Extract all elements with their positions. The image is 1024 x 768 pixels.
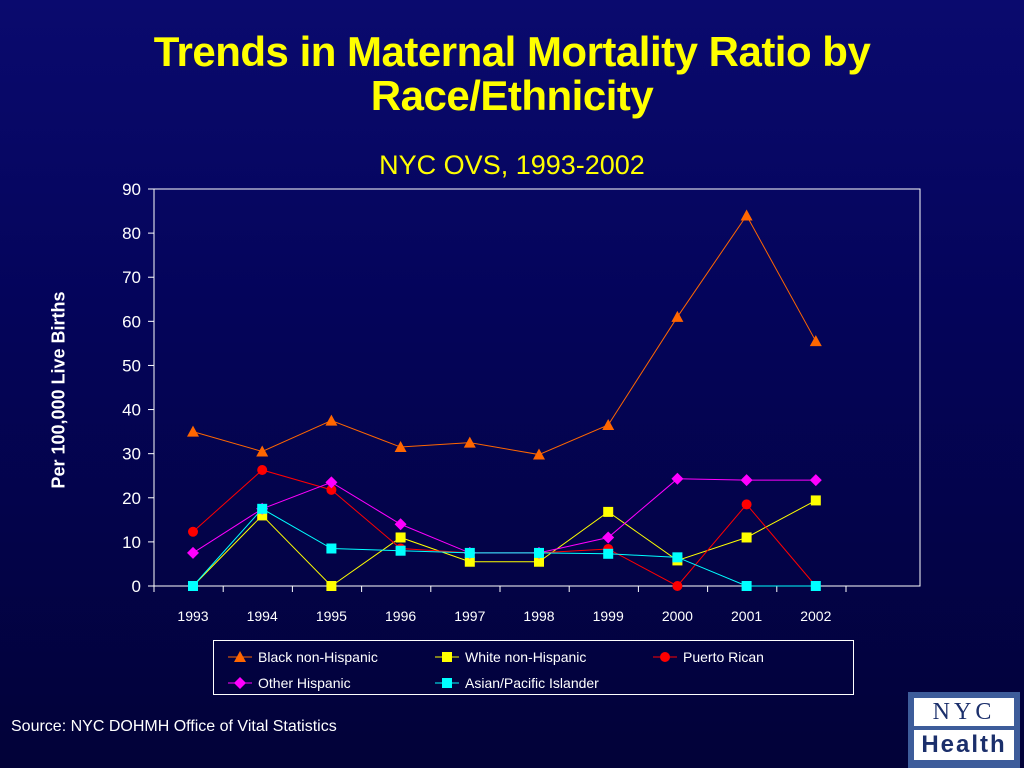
x-tick-label: 2001 xyxy=(731,608,762,624)
data-point-black-non-hispanic xyxy=(463,436,476,448)
data-point-black-non-hispanic xyxy=(740,209,753,221)
y-tick-label: 40 xyxy=(122,401,141,420)
y-tick-label: 20 xyxy=(122,489,141,508)
y-tick-label: 10 xyxy=(122,533,141,552)
data-point-asian-pacific-islander xyxy=(257,503,268,514)
data-point-black-non-hispanic xyxy=(533,448,545,460)
legend-swatch-white-non-hispanic xyxy=(435,652,459,662)
data-point-puerto-rican xyxy=(257,464,268,475)
data-point-puerto-rican xyxy=(188,526,198,537)
data-point-white-non-hispanic xyxy=(603,506,614,517)
data-point-white-non-hispanic xyxy=(257,510,268,521)
data-point-asian-pacific-islander xyxy=(188,581,198,591)
legend-swatch-other-hispanic xyxy=(228,677,252,689)
legend-label: White non-Hispanic xyxy=(465,649,587,665)
data-point-black-non-hispanic xyxy=(602,418,615,430)
data-point-other-hispanic xyxy=(602,531,615,544)
legend-item-white-non-hispanic: White non-Hispanic xyxy=(435,648,586,666)
data-point-asian-pacific-islander xyxy=(603,548,614,559)
data-point-white-non-hispanic xyxy=(741,532,752,543)
chart-subtitle: NYC OVS, 1993-2002 xyxy=(379,150,645,180)
data-point-other-hispanic xyxy=(671,472,684,485)
series-line-asian-pacific-islander xyxy=(192,508,816,587)
source-note: Source: NYC DOHMH Office of Vital Statis… xyxy=(11,718,337,735)
data-point-white-non-hispanic xyxy=(395,532,406,543)
chart-legend: Black non-Hispanic White non-Hispanic Puer… xyxy=(213,640,854,695)
logo-nyc-text: NYC xyxy=(914,698,1014,726)
logo-health-text: Health xyxy=(914,730,1014,760)
data-point-black-non-hispanic xyxy=(325,414,338,426)
data-point-other-hispanic xyxy=(394,518,407,531)
series-line-puerto-rican xyxy=(192,469,817,587)
data-point-black-non-hispanic xyxy=(394,441,407,453)
data-point-asian-pacific-islander xyxy=(395,545,406,556)
data-point-other-hispanic xyxy=(740,474,753,487)
data-point-asian-pacific-islander xyxy=(810,581,821,591)
data-point-asian-pacific-islander xyxy=(326,543,337,554)
data-point-other-hispanic xyxy=(187,546,199,559)
nyc-health-logo: NYC Health xyxy=(908,692,1020,768)
legend-label: Puerto Rican xyxy=(683,649,764,665)
data-point-black-non-hispanic xyxy=(187,425,199,437)
legend-item-asian-pacific-islander: Asian/Pacific Islander xyxy=(435,674,599,692)
data-point-asian-pacific-islander xyxy=(534,547,544,558)
data-point-white-non-hispanic xyxy=(326,581,337,591)
data-point-black-non-hispanic xyxy=(671,310,684,322)
data-point-black-non-hispanic xyxy=(809,335,822,347)
data-point-white-non-hispanic xyxy=(810,495,821,506)
series-line-white-non-hispanic xyxy=(192,499,817,587)
data-point-asian-pacific-islander xyxy=(464,547,475,558)
y-tick-label: 30 xyxy=(122,445,141,464)
x-tick-label: 1993 xyxy=(177,608,208,624)
y-axis-label: Per 100,000 Live Births xyxy=(48,291,69,489)
legend-item-puerto-rican: Puerto Rican xyxy=(653,648,764,666)
title-line-1: Trends in Maternal Mortality Ratio by xyxy=(153,28,871,75)
y-tick-label: 60 xyxy=(122,312,141,331)
y-tick-label: 80 xyxy=(122,224,141,243)
chart-title: Trends in Maternal Mortality Ratio by Ra… xyxy=(0,30,1024,118)
y-tick-label: 50 xyxy=(122,356,141,375)
data-point-other-hispanic xyxy=(325,476,338,489)
data-point-puerto-rican xyxy=(741,499,752,510)
data-point-white-non-hispanic xyxy=(464,556,475,567)
x-tick-label: 2000 xyxy=(662,608,693,624)
y-tick-label: 70 xyxy=(122,268,141,287)
x-tick-label: 1999 xyxy=(593,608,624,624)
x-tick-label: 1994 xyxy=(247,608,278,624)
legend-label: Black non-Hispanic xyxy=(258,649,378,665)
legend-swatch-black-non-hispanic xyxy=(228,651,252,662)
x-tick-label: 2002 xyxy=(800,608,831,624)
x-tick-label: 1997 xyxy=(454,608,485,624)
data-point-asian-pacific-islander xyxy=(672,552,683,563)
data-point-white-non-hispanic xyxy=(534,556,544,567)
legend-label: Asian/Pacific Islander xyxy=(465,675,599,691)
series-line-other-hispanic xyxy=(192,478,816,554)
x-tick-label: 1996 xyxy=(385,608,416,624)
data-point-black-non-hispanic xyxy=(256,445,269,457)
legend-item-other-hispanic: Other Hispanic xyxy=(228,674,351,692)
plot-area xyxy=(153,188,921,587)
title-line-2: Race/Ethnicity xyxy=(370,72,654,119)
series-line-black-non-hispanic xyxy=(192,214,817,456)
x-tick-label: 1998 xyxy=(523,608,554,624)
data-point-other-hispanic xyxy=(809,474,822,487)
data-point-puerto-rican xyxy=(326,484,337,495)
y-tick-label: 90 xyxy=(122,180,141,199)
x-tick-label: 1995 xyxy=(316,608,347,624)
y-tick-label: 0 xyxy=(132,577,141,596)
legend-label: Other Hispanic xyxy=(258,675,351,691)
legend-item-black-non-hispanic: Black non-Hispanic xyxy=(228,648,378,666)
data-point-asian-pacific-islander xyxy=(741,581,752,591)
data-point-puerto-rican xyxy=(672,581,683,591)
legend-swatch-asian-pacific-islander xyxy=(435,678,459,688)
legend-swatch-puerto-rican xyxy=(653,652,677,662)
